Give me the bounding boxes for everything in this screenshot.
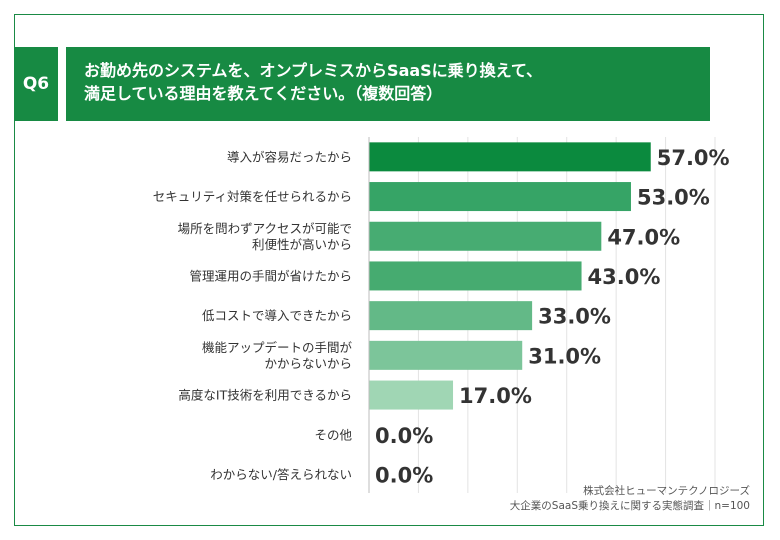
category-label: 利便性が高いから	[252, 237, 352, 252]
chart-frame	[14, 14, 764, 526]
value-label: 31.0%	[528, 344, 601, 368]
bar	[369, 221, 602, 251]
value-label: 17.0%	[459, 384, 532, 408]
question-badge: Q6	[14, 47, 58, 121]
category-label: 導入が容易だったから	[227, 149, 352, 164]
value-label: 33.0%	[538, 305, 611, 329]
category-label: セキュリティ対策を任せられるから	[153, 189, 352, 204]
source-survey: 大企業のSaaS乗り換えに関する実態調査｜n=100	[509, 500, 750, 512]
category-label: かからないから	[264, 356, 352, 371]
category-label: その他	[314, 427, 352, 442]
category-label: 機能アップデートの手間が	[202, 340, 353, 355]
bar	[369, 340, 523, 370]
bar	[369, 380, 454, 410]
value-label: 53.0%	[637, 186, 710, 210]
bar	[369, 301, 533, 331]
value-label: 0.0%	[375, 463, 433, 487]
question-title-line-2: 満足している理由を教えてください。（複数回答）	[84, 84, 443, 103]
value-label: 0.0%	[375, 424, 433, 448]
bar	[369, 261, 582, 291]
bar	[369, 182, 631, 212]
category-label: 場所を問わずアクセスが可能で	[178, 221, 352, 236]
question-title: お勤め先のシステムを、オンプレミスからSaaSに乗り換えて、 満足している理由を…	[66, 47, 710, 121]
value-label: 47.0%	[607, 225, 680, 249]
category-label: 高度なIT技術を利用できるから	[178, 388, 352, 403]
value-label: 43.0%	[588, 265, 661, 289]
source-company: 株式会社ヒューマンテクノロジーズ	[583, 485, 750, 497]
value-label: 57.0%	[657, 146, 730, 170]
source-note: 株式会社ヒューマンテクノロジーズ 大企業のSaaS乗り換えに関する実態調査｜n=…	[510, 484, 750, 514]
category-label: 管理運用の手間が省けたから	[189, 268, 352, 283]
bar	[369, 142, 651, 172]
category-label: わからない/答えられない	[210, 467, 352, 482]
category-label: 低コストで導入できたから	[202, 308, 352, 323]
question-title-line-1: お勤め先のシステムを、オンプレミスからSaaSに乗り換えて、	[84, 61, 543, 80]
